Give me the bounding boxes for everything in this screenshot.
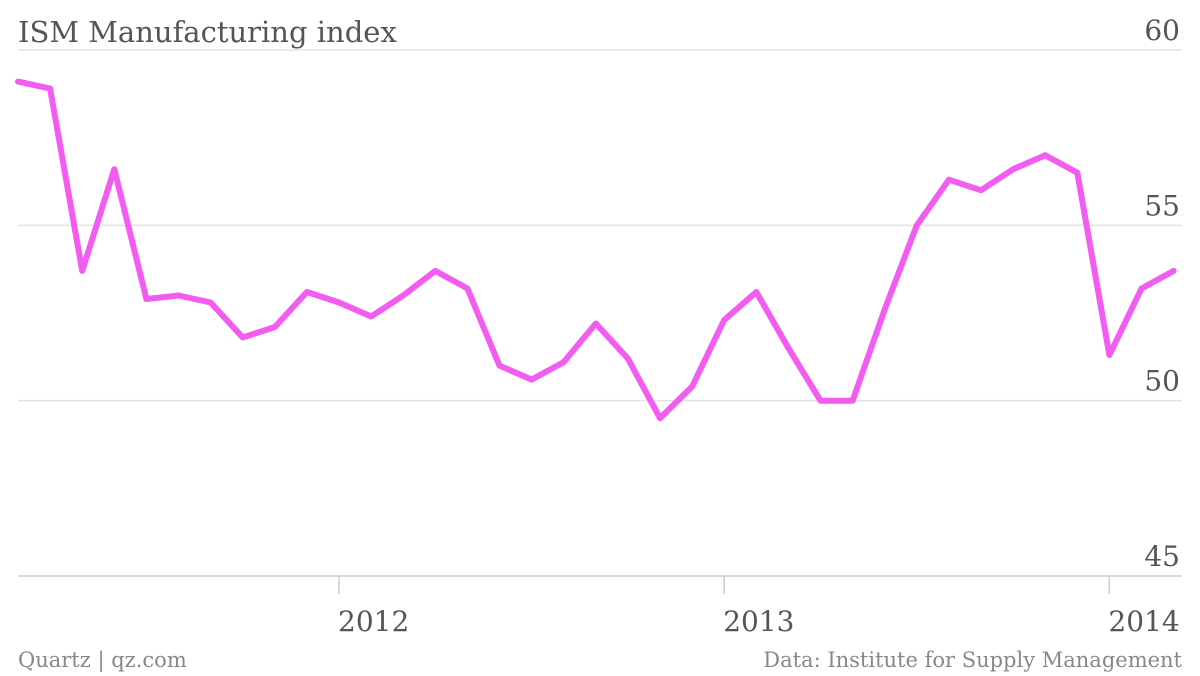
data-point bbox=[304, 289, 310, 295]
data-point bbox=[143, 296, 149, 302]
data-point bbox=[882, 307, 888, 313]
data-point bbox=[593, 321, 599, 327]
data-point bbox=[657, 415, 663, 421]
data-point bbox=[785, 345, 791, 351]
data-point bbox=[946, 177, 952, 183]
data-point bbox=[79, 268, 85, 274]
data-point bbox=[689, 384, 695, 390]
data-point bbox=[1139, 286, 1145, 292]
data-point bbox=[978, 187, 984, 193]
data-point bbox=[753, 289, 759, 295]
data-point bbox=[818, 398, 824, 404]
data-point bbox=[15, 79, 21, 85]
chart-title: ISM Manufacturing index bbox=[18, 15, 397, 49]
data-point bbox=[1171, 268, 1177, 274]
data-point bbox=[1106, 352, 1112, 358]
data-point bbox=[240, 335, 246, 341]
data-point bbox=[721, 317, 727, 323]
x-tick-label: 2013 bbox=[723, 605, 794, 638]
data-point bbox=[1010, 166, 1016, 172]
y-tick-label: 50 bbox=[1144, 365, 1180, 398]
data-point bbox=[47, 86, 53, 92]
data-point bbox=[336, 300, 342, 306]
x-tick-label: 2014 bbox=[1108, 605, 1179, 638]
data-point bbox=[464, 286, 470, 292]
data-point bbox=[625, 356, 631, 362]
x-axis: 2012 2013 2014 bbox=[338, 576, 1180, 638]
data-point bbox=[529, 377, 535, 383]
x-tick-label: 2012 bbox=[338, 605, 409, 638]
data-point bbox=[497, 363, 503, 369]
data-point bbox=[368, 314, 374, 320]
y-tick-label: 60 bbox=[1144, 14, 1180, 47]
data-point bbox=[272, 324, 278, 330]
data-point bbox=[1074, 170, 1080, 176]
data-point bbox=[561, 359, 567, 365]
footer-source-right: Data: Institute for Supply Management bbox=[763, 648, 1182, 672]
data-point bbox=[914, 222, 920, 228]
series-layer bbox=[15, 78, 1177, 422]
footer-source-left: Quartz | qz.com bbox=[18, 648, 187, 673]
data-point bbox=[400, 293, 406, 299]
y-tick-label: 55 bbox=[1144, 189, 1180, 222]
y-axis: 45 50 55 60 bbox=[1144, 14, 1180, 573]
data-point bbox=[850, 398, 856, 404]
data-point bbox=[1042, 152, 1048, 158]
data-point bbox=[432, 268, 438, 274]
y-tick-label: 45 bbox=[1144, 540, 1180, 573]
series-line bbox=[15, 78, 1177, 422]
data-point bbox=[111, 166, 117, 172]
data-point bbox=[176, 293, 182, 299]
data-point bbox=[208, 300, 214, 306]
grid-layer bbox=[18, 49, 1182, 577]
